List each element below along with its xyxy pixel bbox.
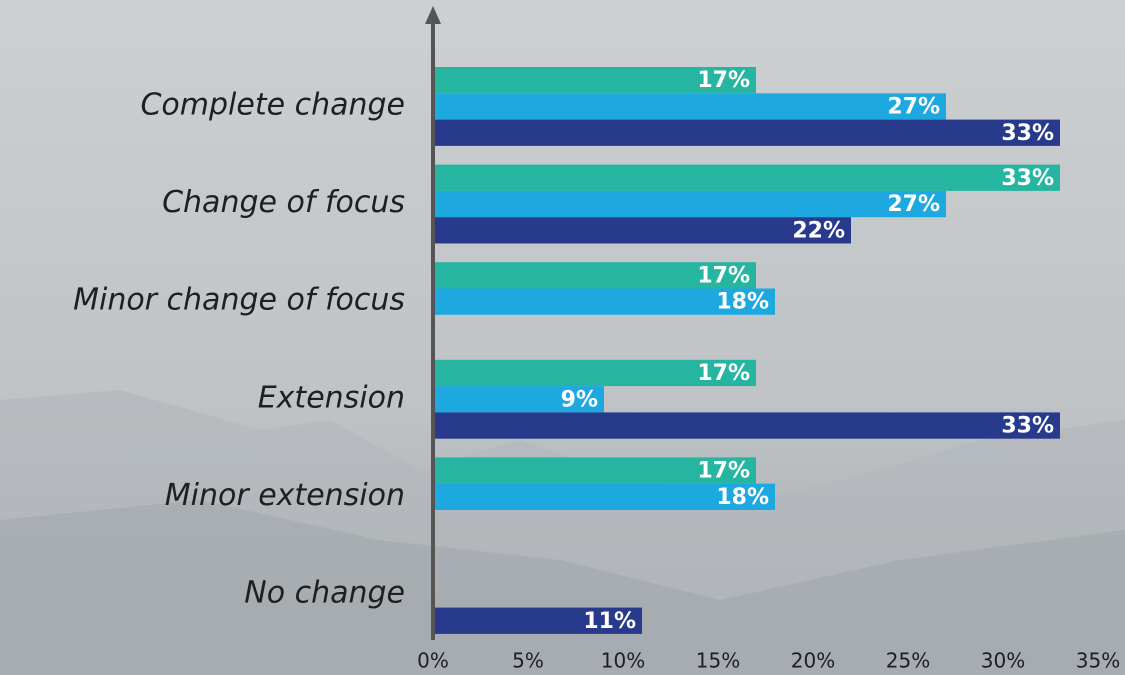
mountains-front xyxy=(0,500,1125,675)
axis-arrow xyxy=(425,6,441,24)
x-tick-label: 30% xyxy=(981,649,1025,673)
bar xyxy=(433,483,775,510)
bar xyxy=(433,262,756,289)
x-tick-label: 20% xyxy=(791,649,835,673)
value-label: 9% xyxy=(561,387,598,412)
value-label: 18% xyxy=(716,485,769,510)
bar xyxy=(433,190,946,218)
value-label: 33% xyxy=(1001,121,1054,146)
category-label: Minor change of focus xyxy=(73,283,405,318)
bar xyxy=(433,93,946,120)
value-label: 17% xyxy=(697,361,750,386)
x-tick-label: 5% xyxy=(512,649,544,673)
category-label: No change xyxy=(244,576,405,611)
bar xyxy=(433,412,1060,439)
value-label: 17% xyxy=(697,263,750,288)
bar xyxy=(433,67,756,94)
bar xyxy=(433,119,1060,146)
x-tick-label: 0% xyxy=(417,649,449,673)
bar xyxy=(433,607,642,634)
value-label: 27% xyxy=(887,94,940,119)
category-label: Minor extension xyxy=(165,478,405,513)
x-tick-label: 35% xyxy=(1076,649,1120,673)
value-label: 33% xyxy=(1001,414,1054,439)
x-tick-label: 25% xyxy=(886,649,930,673)
bar xyxy=(433,217,851,244)
value-label: 22% xyxy=(792,218,845,243)
value-label: 17% xyxy=(697,68,750,93)
x-tick-label: 15% xyxy=(696,649,740,673)
value-label: 11% xyxy=(583,609,636,634)
value-label: 18% xyxy=(716,290,769,315)
value-label: 17% xyxy=(697,459,750,484)
bar xyxy=(433,288,775,315)
bar xyxy=(433,386,604,413)
value-label: 33% xyxy=(1001,166,1054,191)
plot: 0% 5% 10% 15% 20% 25% 30% 35% Complete change 17%… xyxy=(73,67,1120,673)
category-label: Change of focus xyxy=(162,185,405,220)
category-label: Extension xyxy=(258,380,405,415)
bar xyxy=(433,164,1060,191)
x-tick-label: 10% xyxy=(601,649,645,673)
value-label: 27% xyxy=(887,192,940,217)
bar xyxy=(433,457,756,484)
bar xyxy=(433,359,756,387)
category-label: Complete change xyxy=(140,88,405,123)
